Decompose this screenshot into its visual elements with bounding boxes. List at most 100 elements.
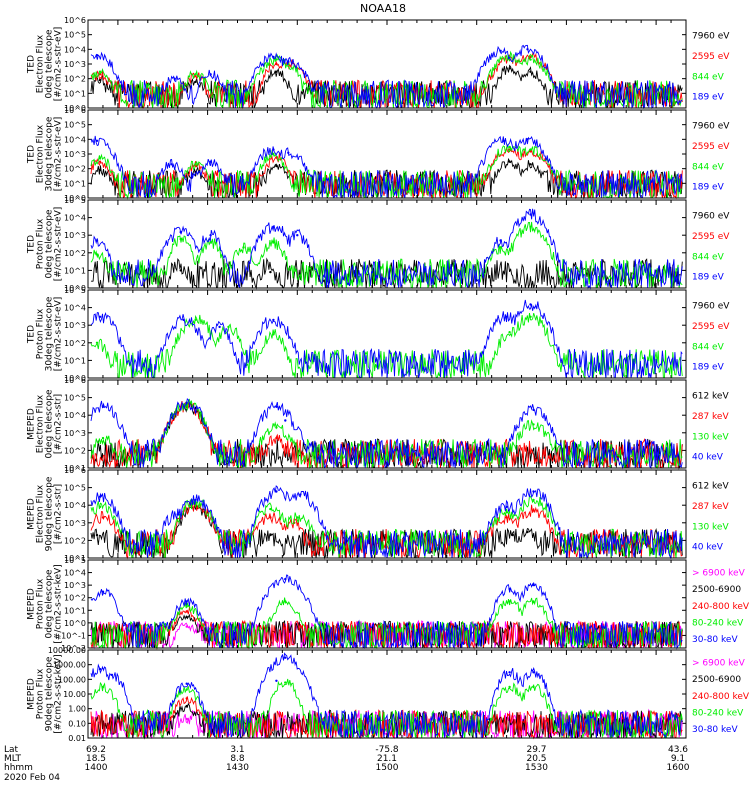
- panel-3-ylabel: TEDProton Flux0deg telescope[#/cm2-s-str…: [27, 207, 64, 282]
- y-tick-label: 100.00: [58, 675, 86, 684]
- data-point: [98, 168, 102, 172]
- legend-entry: 189 eV: [692, 183, 725, 193]
- panel-1-frame: [87, 19, 687, 109]
- ylabel-line: Electron Flux: [36, 124, 46, 183]
- data-point: [529, 150, 532, 153]
- footer-lat-value: 43.6: [668, 745, 688, 755]
- ylabel-line: [#/cm2-s-str]: [54, 394, 64, 454]
- data-point: [499, 49, 502, 52]
- legend-entry: 7960 eV: [692, 121, 730, 131]
- ylabel-line: [#/cm2-s-str-eV]: [54, 117, 64, 192]
- data-point: [505, 315, 508, 318]
- legend-entry: 2595 eV: [692, 232, 730, 242]
- data-point: [275, 164, 278, 168]
- data-point: [185, 615, 188, 619]
- y-tick-label: 10^5: [64, 286, 86, 295]
- row-label-hhmm: hhmm: [4, 763, 33, 773]
- series-40-kev-trace: [90, 398, 683, 470]
- legend-entry: 240-800 keV: [692, 602, 750, 612]
- legend-entry: 844 eV: [692, 72, 725, 82]
- data-point: [101, 516, 105, 519]
- row-label-mlt: MLT: [4, 754, 22, 764]
- panel-1: TEDElectron Flux0deg telescope[#/cm2-s-s…: [27, 16, 731, 113]
- legend-entry: 844 eV: [692, 162, 725, 172]
- data-point: [269, 270, 272, 274]
- y-tick-label: 10^5: [64, 121, 86, 130]
- footer-hhmm-value: 1430: [226, 763, 249, 773]
- data-point: [296, 516, 299, 519]
- y-tick-label: 10^5: [64, 196, 86, 205]
- y-tick-label: 10^4: [64, 214, 86, 223]
- data-point: [296, 234, 299, 237]
- series-844-ev-trace: [90, 221, 683, 289]
- data-point: [508, 600, 511, 603]
- ylabel-line: [#/cm2-s-str-keV]: [54, 564, 64, 643]
- y-tick-label: 10^2: [64, 594, 86, 603]
- legend-entry: 130 keV: [692, 522, 729, 532]
- ylabel-line: Proton Flux: [36, 668, 46, 719]
- y-tick-label: 10^1: [64, 89, 86, 98]
- data-point: [508, 587, 511, 591]
- ylabel-line: TED: [27, 325, 37, 344]
- ylabel-line: MEPED: [27, 678, 37, 710]
- ylabel-line: 90deg telescope: [45, 656, 55, 731]
- y-tick-label: 1000.00: [53, 661, 86, 670]
- y-tick-label: 10^4: [64, 304, 86, 313]
- legend-entry: 2595 eV: [692, 52, 730, 62]
- ylabel-line: MEPED: [27, 408, 37, 440]
- data-point: [185, 625, 188, 628]
- y-tick-label: 10^3: [64, 519, 86, 528]
- data-point: [529, 148, 532, 151]
- data-point: [275, 436, 278, 440]
- data-point: [272, 148, 275, 151]
- ylabel-line: Proton Flux: [36, 308, 46, 359]
- y-tick-label: 10^6: [64, 466, 86, 475]
- data-point: [275, 58, 278, 61]
- data-point: [526, 530, 529, 534]
- y-tick-label: 10^1: [64, 606, 86, 615]
- y-tick-label: 10^2: [64, 75, 86, 84]
- panel-3: TEDProton Flux0deg telescope[#/cm2-s-str…: [27, 196, 731, 293]
- legend-entry: 80-240 keV: [692, 618, 744, 628]
- data-point: [101, 590, 105, 593]
- ylabel-line: TED: [27, 145, 37, 164]
- data-point: [272, 241, 275, 244]
- data-point: [499, 239, 502, 242]
- y-tick-label: 10^3: [64, 321, 86, 330]
- series-189-ev-trace: [90, 135, 683, 199]
- data-point: [98, 78, 102, 82]
- legend-entry: 2595 eV: [692, 322, 730, 332]
- panel-7: MEPEDProton Flux0deg telescope[#/cm2-s-s…: [27, 556, 750, 653]
- data-point: [269, 516, 272, 519]
- data-point: [170, 163, 173, 166]
- data-point: [209, 160, 212, 163]
- y-tick-label: 10^4: [64, 501, 86, 510]
- data-point: [275, 70, 278, 73]
- data-point: [95, 341, 99, 344]
- data-point: [209, 73, 212, 76]
- panel-4-frame: [87, 289, 687, 379]
- panel-5-frame: [87, 379, 687, 469]
- ylabel-line: 0deg telescope: [45, 389, 55, 459]
- data-point: [95, 533, 99, 537]
- panel-6: MEPEDElectron Flux90deg telescope[#/cm2-…: [27, 466, 730, 563]
- data-point: [269, 507, 272, 511]
- legend-entry: 612 keV: [692, 391, 729, 401]
- legend-entry: 612 keV: [692, 481, 729, 491]
- data-point: [508, 671, 511, 674]
- series-80-240-kev-trace: [90, 678, 683, 739]
- data-point: [95, 139, 99, 142]
- series-30-80-kev-trace: [90, 652, 683, 740]
- data-point: [508, 145, 511, 149]
- ylabel-line: Electron Flux: [36, 484, 46, 543]
- data-point: [269, 533, 272, 537]
- legend-entry: 7960 eV: [692, 301, 730, 311]
- legend-entry: 189 eV: [692, 363, 725, 373]
- ylabel-line: 0deg telescope: [45, 209, 55, 279]
- data-point: [185, 401, 188, 405]
- y-tick-label: 10^3: [64, 581, 86, 590]
- data-point: [532, 423, 535, 426]
- data-point: [532, 408, 535, 412]
- legend-entry: 2500-6900: [692, 675, 741, 685]
- data-point: [272, 225, 275, 228]
